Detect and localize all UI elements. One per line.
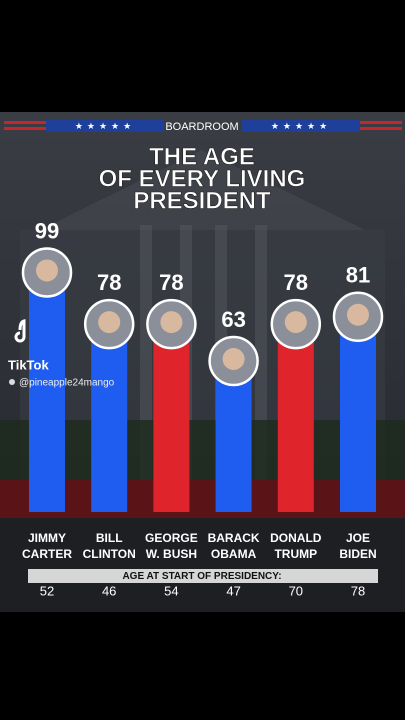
value-label: 78	[159, 270, 183, 295]
watermark: TikTok @pineapple24mango	[8, 319, 115, 389]
pediment	[40, 150, 365, 230]
portrait-face	[160, 311, 183, 334]
category-label: GEORGE	[145, 531, 198, 545]
age-value: 54	[164, 583, 178, 598]
category-label: DONALD	[270, 531, 322, 545]
category-label: TRUMP	[274, 547, 317, 561]
category-label: BIDEN	[339, 547, 376, 561]
category-label: JIMMY	[28, 531, 66, 545]
age-value: 78	[351, 583, 365, 598]
category-label: BARACK	[208, 531, 260, 545]
watermark-handle: @pineapple24mango	[19, 378, 115, 389]
category-label: OBAMA	[211, 547, 257, 561]
user-icon	[9, 379, 15, 385]
age-strip	[28, 569, 378, 583]
tiktok-logo	[14, 319, 26, 343]
bar	[153, 320, 190, 512]
category-label: JOE	[346, 531, 370, 545]
age-value: 52	[40, 583, 54, 598]
age-value: 46	[102, 583, 116, 598]
value-label: 63	[221, 307, 245, 332]
portrait-face	[347, 303, 369, 326]
age-value: 47	[226, 583, 240, 598]
portrait-face	[284, 311, 307, 334]
bar	[340, 312, 376, 512]
bar	[277, 320, 314, 512]
value-label: 78	[284, 270, 308, 295]
value-label: 78	[97, 270, 121, 295]
title-line: OF EVERY LIVING	[99, 165, 306, 192]
header-stripes: ★★★★★ ★★★★★	[4, 120, 402, 132]
value-label: 81	[346, 263, 370, 288]
title-line: THE AGE	[149, 143, 255, 170]
header: BOARDROOM	[165, 121, 238, 133]
age-value: 70	[289, 583, 303, 598]
bar	[29, 268, 65, 512]
value-label: 99	[35, 218, 59, 243]
footer-band	[0, 518, 405, 612]
title-line: PRESIDENT	[133, 187, 271, 214]
category-label: CLINTON	[83, 547, 136, 561]
portrait-face	[222, 348, 245, 371]
category-label: CARTER	[22, 547, 72, 561]
portrait-face	[36, 259, 58, 282]
flowers	[0, 480, 405, 520]
bar	[91, 320, 128, 512]
svg-text:★★★★★: ★★★★★	[75, 121, 135, 131]
category-label: W. BUSH	[146, 547, 197, 561]
age-heading: AGE AT START OF PRESIDENCY:	[122, 571, 281, 582]
portrait-face	[98, 311, 121, 334]
watermark-app: TikTok	[8, 357, 49, 372]
trees	[0, 420, 405, 480]
svg-text:★★★★★: ★★★★★	[271, 121, 331, 131]
category-label: BILL	[96, 531, 123, 545]
